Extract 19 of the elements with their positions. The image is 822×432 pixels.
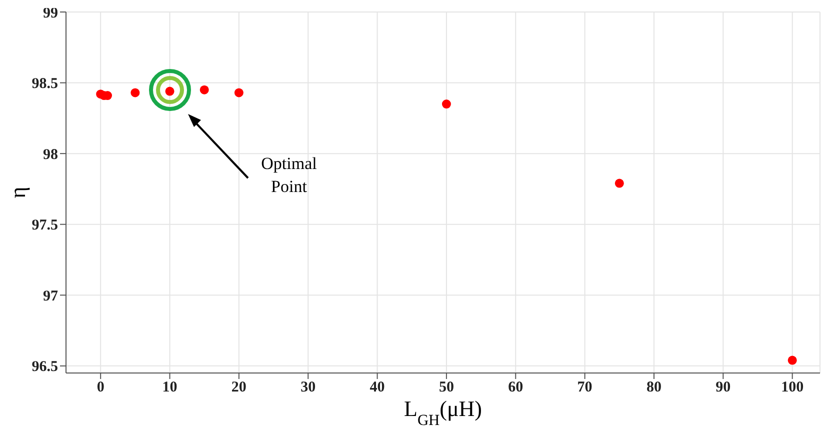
x-tick-label: 80 [646, 380, 662, 396]
x-tick-label: 60 [508, 380, 524, 396]
x-axis-title: L$_{GH}$(μH) [404, 396, 482, 428]
y-tick-label: 98.5 [32, 76, 58, 92]
y-axis-title: η [5, 186, 30, 198]
x-tick-label: 30 [300, 380, 316, 396]
x-tick-label: 0 [96, 380, 104, 396]
x-tick-label: 10 [162, 380, 178, 396]
x-tick-label: 20 [231, 380, 246, 396]
annotation: Optimal Point [261, 154, 318, 196]
y-tick-label: 97.5 [32, 218, 58, 234]
x-tick-label: 40 [370, 380, 385, 396]
y-tick-label: 96.5 [32, 359, 58, 376]
x-tick-label: 90 [716, 380, 731, 396]
y-tick-label: 97 [43, 288, 58, 304]
y-tick-label: 98 [43, 146, 58, 163]
x-tick-label: 100 [781, 380, 804, 396]
x-tick-label: 50 [438, 380, 454, 396]
x-tick-label: 70 [577, 380, 592, 396]
